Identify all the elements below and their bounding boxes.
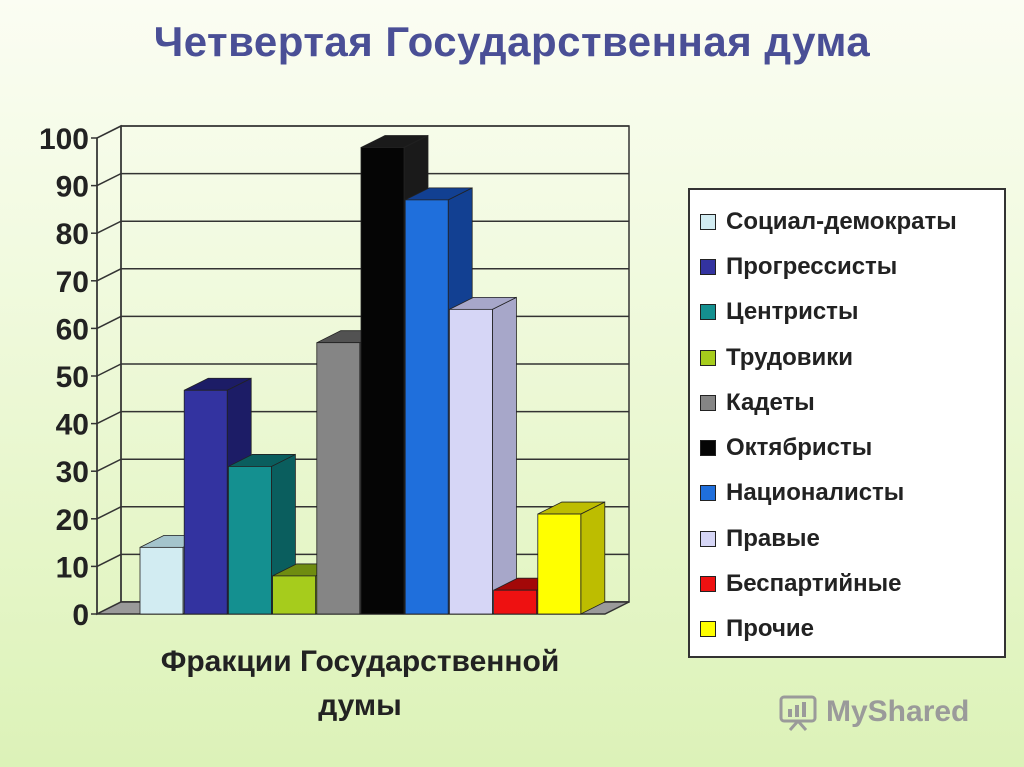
bar-1 bbox=[139, 546, 184, 615]
bar-3 bbox=[227, 466, 272, 615]
legend-label: Националисты bbox=[726, 479, 905, 507]
legend-swatch bbox=[700, 485, 716, 502]
legend-label: Трудовики bbox=[726, 343, 854, 371]
legend-item: Беспартийные bbox=[690, 561, 1004, 606]
y-tick-label: 50 bbox=[56, 361, 89, 394]
legend-swatch bbox=[700, 258, 716, 275]
legend-item: Прогрессисты bbox=[690, 244, 1004, 289]
gridline bbox=[96, 172, 629, 187]
legend-item: Октябристы bbox=[690, 425, 1004, 470]
legend-swatch bbox=[700, 440, 716, 457]
y-tick-label: 20 bbox=[56, 504, 89, 537]
y-tick-label: 80 bbox=[56, 218, 89, 251]
bar-10 bbox=[537, 513, 582, 615]
legend-swatch bbox=[700, 530, 716, 547]
legend-label: Правые bbox=[726, 524, 820, 552]
legend-label: Кадеты bbox=[726, 388, 815, 416]
legend-label: Прогрессисты bbox=[726, 252, 898, 280]
legend-swatch bbox=[700, 621, 716, 638]
y-tick-label: 90 bbox=[56, 171, 89, 204]
legend-label: Прочие bbox=[726, 615, 815, 643]
watermark: MyShared bbox=[778, 690, 969, 734]
legend-swatch bbox=[700, 576, 716, 593]
bar-5 bbox=[316, 342, 361, 615]
legend-swatch bbox=[700, 394, 716, 411]
x-axis-label: Фракции Государственной думы bbox=[160, 645, 560, 722]
bar-7 bbox=[404, 199, 449, 615]
y-tick-label: 100 bbox=[39, 123, 89, 156]
legend-swatch bbox=[700, 349, 716, 366]
legend-item: Трудовики bbox=[690, 335, 1004, 380]
bar-9 bbox=[493, 589, 538, 615]
legend-swatch bbox=[700, 304, 716, 321]
presentation-board-icon bbox=[779, 695, 817, 731]
y-tick-label: 40 bbox=[56, 409, 89, 442]
legend-label: Социал-демократы bbox=[726, 207, 957, 235]
legend-item: Прочие bbox=[690, 607, 1004, 652]
legend-label: Центристы bbox=[726, 298, 859, 326]
legend-label: Беспартийные bbox=[726, 570, 902, 598]
bar-8-side bbox=[491, 296, 517, 615]
watermark-text: MyShared bbox=[826, 695, 970, 728]
bar-10-side bbox=[580, 501, 606, 615]
legend-label: Октябристы bbox=[726, 434, 873, 462]
legend-item: Правые bbox=[690, 516, 1004, 561]
legend-item: Центристы bbox=[690, 290, 1004, 335]
y-tick-label: 10 bbox=[56, 551, 89, 584]
bar-2 bbox=[183, 389, 228, 615]
legend-item: Социал-демократы bbox=[690, 199, 1004, 244]
legend: Социал-демократы Прогрессисты Центристы Тру… bbox=[688, 188, 1006, 658]
chart-title: Четвертая Государственная дума bbox=[153, 18, 871, 65]
bar-8 bbox=[448, 308, 493, 615]
y-tick-label: 0 bbox=[72, 599, 89, 632]
legend-item: Националисты bbox=[690, 471, 1004, 516]
y-tick-label: 60 bbox=[56, 313, 89, 346]
legend-swatch bbox=[700, 213, 716, 230]
gridline bbox=[96, 125, 629, 139]
y-tick-label: 70 bbox=[56, 266, 89, 299]
legend-item: Кадеты bbox=[690, 380, 1004, 425]
bar-6 bbox=[360, 147, 405, 615]
bar-4 bbox=[272, 575, 317, 615]
y-tick-label: 30 bbox=[56, 456, 89, 489]
